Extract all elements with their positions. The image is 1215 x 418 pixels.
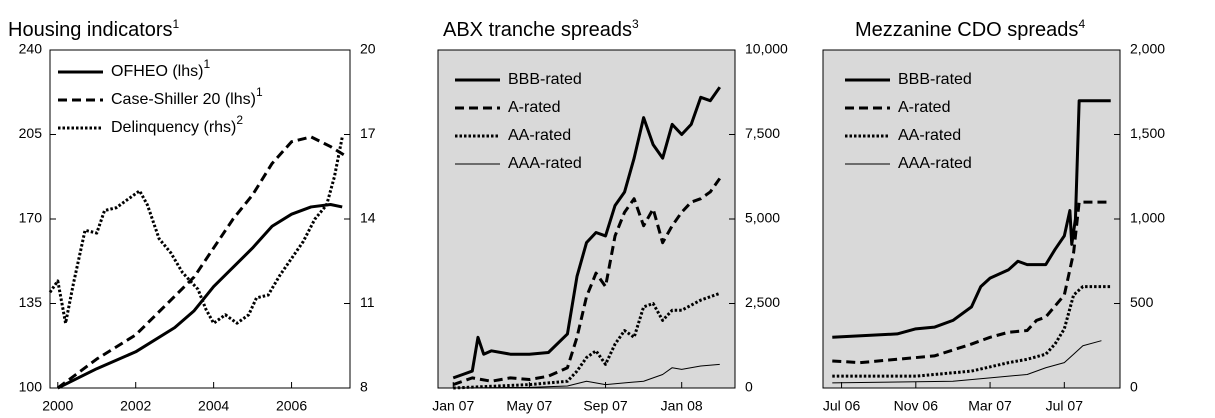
series-line	[48, 137, 344, 325]
legend-text: BBB-rated	[508, 71, 582, 88]
legend-text: BBB-rated	[898, 71, 972, 88]
legend-superscript: 1	[203, 57, 210, 71]
y-tick-label: 135	[19, 294, 43, 310]
legend-label: OFHEO (lhs)1	[111, 57, 210, 80]
legend-label: Delinquency (rhs)2	[111, 113, 243, 136]
x-tick-label: 2004	[198, 398, 229, 414]
series-line	[832, 340, 1102, 384]
title-text: Mezzanine CDO spreads	[855, 19, 1078, 41]
series-line	[452, 177, 721, 387]
y2-tick-label: 14	[360, 210, 376, 226]
legend-superscript: 1	[256, 85, 263, 99]
y-tick-label: 170	[19, 210, 43, 226]
y-tick-label: 1,500	[1130, 125, 1165, 141]
title-text: ABX tranche spreads	[443, 19, 632, 41]
x-tick-label: Nov 06	[894, 398, 939, 414]
x-tick-label: Jul 06	[823, 398, 861, 414]
legend-text: AAA-rated	[898, 155, 972, 172]
title-text: Housing indicators	[8, 19, 173, 41]
series-line	[832, 99, 1111, 339]
series-line	[832, 200, 1111, 365]
y-tick-label: 5,000	[745, 210, 780, 226]
plot-area	[49, 49, 351, 389]
legend-label: AA-rated	[508, 127, 571, 144]
y-tick-label: 7,500	[745, 125, 780, 141]
series-line	[57, 203, 343, 390]
legend-label: BBB-rated	[508, 71, 582, 88]
title-superscript: 4	[1078, 17, 1085, 31]
y-tick-label: 0	[1130, 379, 1138, 395]
chart-title: ABX tranche spreads3	[443, 17, 639, 41]
series-line	[452, 86, 721, 380]
y-tick-label: 1,000	[1130, 210, 1165, 226]
x-tick-label: 2000	[42, 398, 73, 414]
legend-label: AAA-rated	[898, 155, 972, 172]
y-tick-label: 205	[19, 125, 43, 141]
x-tick-label: 2002	[120, 398, 151, 414]
legend-label: A-rated	[898, 99, 950, 116]
chart-title: Mezzanine CDO spreads4	[855, 17, 1085, 41]
legend-label: BBB-rated	[898, 71, 972, 88]
series-line	[453, 363, 720, 389]
legend-label: AAA-rated	[508, 155, 582, 172]
y-tick-label: 240	[19, 41, 43, 57]
y-tick-label: 0	[745, 379, 753, 395]
x-tick-label: May 07	[506, 398, 552, 414]
legend-text: Delinquency (rhs)	[111, 119, 236, 136]
x-tick-label: 2006	[276, 398, 307, 414]
y2-tick-label: 20	[360, 41, 376, 57]
y2-tick-label: 8	[360, 379, 368, 395]
plot-area	[437, 49, 736, 389]
legend-label: Case-Shiller 20 (lhs)1	[111, 85, 263, 108]
legend-text: AA-rated	[898, 127, 961, 144]
x-tick-label: Mar 07	[968, 398, 1012, 414]
legend-superscript: 2	[236, 113, 243, 127]
title-superscript: 1	[173, 17, 180, 31]
legend-label: AA-rated	[898, 127, 961, 144]
series-line	[453, 291, 721, 390]
x-tick-label: Jul 07	[1046, 398, 1084, 414]
legend-text: A-rated	[508, 99, 560, 116]
y2-tick-label: 17	[360, 125, 376, 141]
x-tick-label: Sep 07	[583, 398, 628, 414]
y-tick-label: 100	[19, 379, 43, 395]
legend-text: Case-Shiller 20 (lhs)	[111, 91, 256, 108]
title-superscript: 3	[632, 17, 639, 31]
x-tick-label: Jan 08	[661, 398, 703, 414]
y2-tick-label: 11	[360, 294, 375, 310]
chart-title: Housing indicators1	[8, 17, 180, 41]
series-line	[56, 135, 347, 390]
legend-text: A-rated	[898, 99, 950, 116]
y-tick-label: 500	[1130, 294, 1154, 310]
y-tick-label: 2,000	[1130, 41, 1165, 57]
y-tick-label: 10,000	[745, 41, 788, 57]
legend-text: AAA-rated	[508, 155, 582, 172]
y-tick-label: 2,500	[745, 294, 780, 310]
legend-text: AA-rated	[508, 127, 571, 144]
legend-label: A-rated	[508, 99, 560, 116]
legend-text: OFHEO (lhs)	[111, 63, 203, 80]
x-tick-label: Jan 07	[432, 398, 474, 414]
